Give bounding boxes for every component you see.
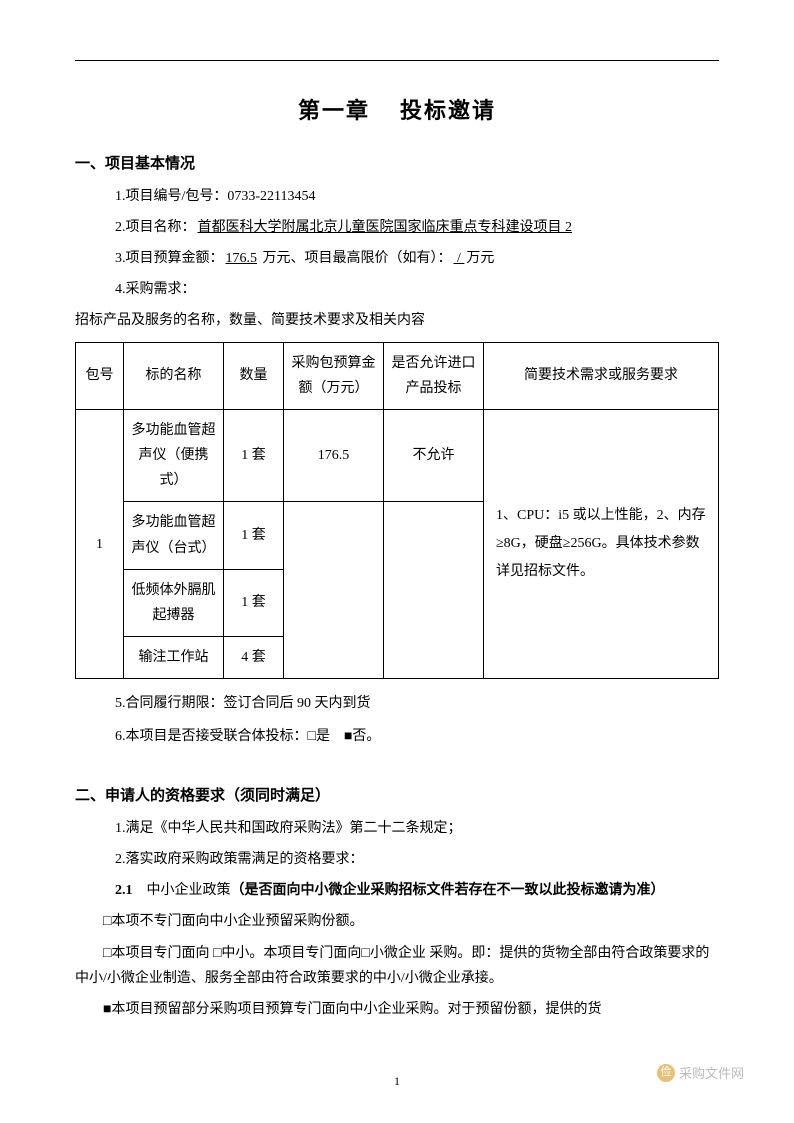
chapter-title: 第一章 投标邀请 <box>75 91 719 131</box>
cell-allow: 不允许 <box>384 409 484 502</box>
watermark-text: 采购文件网 <box>679 1062 744 1085</box>
s2-item2-1: 2.1 中小企业政策（是否面向中小微企业采购招标文件若存在不一致以此投标邀请为准… <box>115 878 719 903</box>
cell-qty-0: 1 套 <box>224 409 284 502</box>
chapter-name: 投标邀请 <box>400 98 496 123</box>
section1-heading: 一、项目基本情况 <box>75 151 719 178</box>
th-name: 标的名称 <box>124 342 224 409</box>
top-rule <box>75 60 719 61</box>
checkbox-no: ■否。 <box>344 723 380 748</box>
s2-item2-1-bold: （是否面向中小微企业采购招标文件若存在不一致以此投标邀请为准） <box>231 883 665 898</box>
item-project-name: 2.项目名称：首都医科大学附属北京儿童医院国家临床重点专科建设项目 2 <box>115 215 719 240</box>
cell-allow-empty <box>384 502 484 679</box>
item1-value: 0733-22113454 <box>227 189 315 204</box>
s2-item1: 1.满足《中华人民共和国政府采购法》第二十二条规定； <box>115 816 719 841</box>
th-qty: 数量 <box>224 342 284 409</box>
item-contract-period: 5.合同履行期限：签订合同后 90 天内到货 <box>115 691 719 716</box>
section2-heading: 二、申请人的资格要求（须同时满足） <box>75 783 719 810</box>
th-pkg: 包号 <box>76 342 124 409</box>
option1: □本项不专门面向中小企业预留采购份额。 <box>75 909 719 934</box>
s2-item2-1-label: 中小企业政策 <box>147 883 231 898</box>
th-allow: 是否允许进口产品投标 <box>384 342 484 409</box>
item3-unit: 万元、项目最高限价（如有）： <box>263 251 452 266</box>
item-project-number: 1.项目编号/包号：0733-22113454 <box>115 184 719 209</box>
item-consortium: 6.本项目是否接受联合体投标：□是 ■否。 <box>115 723 719 749</box>
item3-suffix: 万元 <box>466 251 494 266</box>
item1-label: 1.项目编号/包号： <box>115 189 227 204</box>
option2: □本项目专门面向 □中小。本项目专门面向□小微企业 采购。即：提供的货物全部由符… <box>75 941 719 991</box>
cell-qty-2: 1 套 <box>224 569 284 636</box>
cell-budget-empty <box>284 502 384 679</box>
cell-budget: 176.5 <box>284 409 384 502</box>
cell-tech: 1、CPU：i5 或以上性能，2、内存≥8G，硬盘≥256G。具体技术参数详见招… <box>484 409 719 679</box>
chapter-prefix: 第一章 <box>298 98 370 123</box>
watermark-icon: 俭 <box>657 1064 675 1082</box>
item3-prefix: 3.项目预算金额： <box>115 251 224 266</box>
s2-item2-1-prefix: 2.1 <box>115 883 133 898</box>
s2-item2: 2.落实政府采购政策需满足的资格要求： <box>115 847 719 872</box>
item3-amount: 176.5 <box>224 251 260 266</box>
checkbox-yes: □是 <box>308 723 330 748</box>
option3: ■本项目预留部分采购项目预算专门面向中小企业采购。对于预留份额，提供的货 <box>75 997 719 1022</box>
table-header-row: 包号 标的名称 数量 采购包预算金额（万元） 是否允许进口产品投标 简要技术需求… <box>76 342 719 409</box>
watermark: 俭 采购文件网 <box>657 1062 744 1085</box>
cell-name-1: 多功能血管超声仪（台式） <box>124 502 224 569</box>
cell-name-0: 多功能血管超声仪（便携式） <box>124 409 224 502</box>
table-row: 1 多功能血管超声仪（便携式） 1 套 176.5 不允许 1、CPU：i5 或… <box>76 409 719 502</box>
item3-blank: / <box>452 251 467 266</box>
th-tech: 简要技术需求或服务要求 <box>484 342 719 409</box>
item6-prefix: 6.本项目是否接受联合体投标： <box>115 729 308 744</box>
bid-items-table: 包号 标的名称 数量 采购包预算金额（万元） 是否允许进口产品投标 简要技术需求… <box>75 342 719 680</box>
item-budget: 3.项目预算金额：176.5 万元、项目最高限价（如有）： / 万元 <box>115 246 719 271</box>
item2-label: 2.项目名称： <box>115 220 196 235</box>
th-budget: 采购包预算金额（万元） <box>284 342 384 409</box>
item2-value: 首都医科大学附属北京儿童医院国家临床重点专科建设项目 2 <box>196 220 575 235</box>
cell-name-3: 输注工作站 <box>124 637 224 679</box>
cell-pkg-no: 1 <box>76 409 124 679</box>
cell-qty-3: 4 套 <box>224 637 284 679</box>
table-description: 招标产品及服务的名称，数量、简要技术要求及相关内容 <box>75 308 719 333</box>
cell-qty-1: 1 套 <box>224 502 284 569</box>
cell-name-2: 低频体外膈肌起搏器 <box>124 569 224 636</box>
item-purchase-req: 4.采购需求： <box>115 277 719 302</box>
